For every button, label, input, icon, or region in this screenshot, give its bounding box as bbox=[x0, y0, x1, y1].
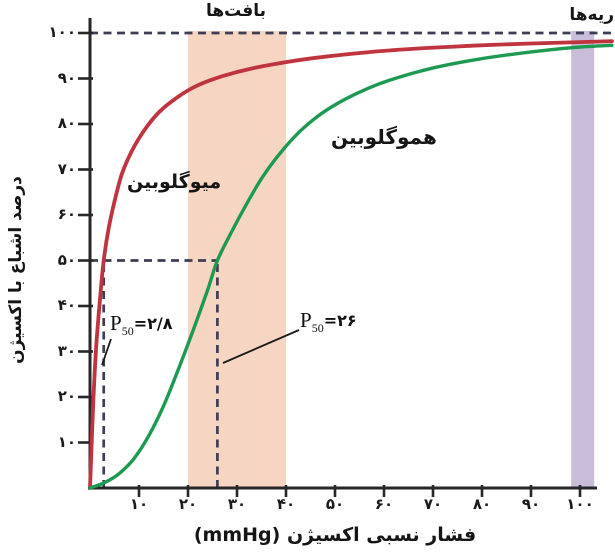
y-tick-label-70: ۷۰ bbox=[57, 159, 76, 178]
p50-symbol: P bbox=[300, 308, 312, 332]
myoglobin-curve bbox=[88, 39, 614, 490]
axes bbox=[88, 18, 597, 490]
lungs-band-label: ریه‌ها bbox=[569, 5, 614, 25]
tissues-band bbox=[188, 31, 286, 487]
y-tick-label-100: ۱۰۰ bbox=[48, 23, 76, 41]
p50-leader-line-hemoglobin bbox=[222, 329, 300, 364]
lungs-band bbox=[571, 31, 595, 487]
p50-myoglobin-value: =۲/۸ bbox=[133, 314, 173, 333]
hemoglobin-curve-label: هموگلوبین bbox=[331, 125, 437, 149]
x-tick-label-60: ۶۰ bbox=[374, 495, 394, 513]
p50-myoglobin-annotation: P50=۲/۸ bbox=[110, 311, 172, 339]
p50-subscript: 50 bbox=[311, 321, 324, 335]
x-tick-label-50: ۵۰ bbox=[325, 495, 345, 513]
p50-subscript: 50 bbox=[121, 324, 134, 338]
x-tick-label-100: ۱۰۰ bbox=[566, 495, 594, 513]
p50-symbol: P bbox=[110, 311, 122, 335]
x-tick-label-80: ۸۰ bbox=[472, 495, 492, 513]
x-tick-label-40: ۴۰ bbox=[276, 495, 296, 513]
y-axis-title: درصد اشباع با اکسیژن bbox=[6, 176, 26, 364]
p50-hemoglobin-value: =۲۶ bbox=[323, 311, 357, 330]
tissues-band-label: بافت‌ها bbox=[205, 1, 267, 21]
y-tick-label-60: ۶۰ bbox=[57, 205, 76, 223]
y-tick-label-90: ۹۰ bbox=[57, 68, 76, 87]
hemoglobin-curve bbox=[88, 43, 614, 490]
p50-hemoglobin-annotation: P50=۲۶ bbox=[300, 308, 357, 336]
y-tick-label-20: ۲۰ bbox=[57, 387, 76, 405]
y-tick-label-10: ۱۰ bbox=[57, 432, 76, 451]
myoglobin-curve-label: میوگلوبین bbox=[127, 171, 222, 193]
x-axis-title: فشار نسبی اکسیژن (mmHg) bbox=[193, 524, 477, 546]
x-tick-label-30: ۳۰ bbox=[227, 495, 247, 513]
y-tick-label-80: ۸۰ bbox=[57, 114, 76, 132]
y-tick-label-40: ۴۰ bbox=[57, 296, 76, 314]
x-tick-label-20: ۲۰ bbox=[178, 495, 198, 513]
y-tick-label-50: ۵۰ bbox=[57, 250, 76, 269]
p50-leader-line-myoglobin bbox=[101, 338, 112, 366]
x-tick-label-90: ۹۰ bbox=[521, 495, 541, 513]
x-tick-label-70: ۷۰ bbox=[423, 495, 443, 513]
x-tick-label-10: ۱۰ bbox=[129, 495, 149, 513]
y-tick-label-30: ۳۰ bbox=[57, 341, 76, 360]
